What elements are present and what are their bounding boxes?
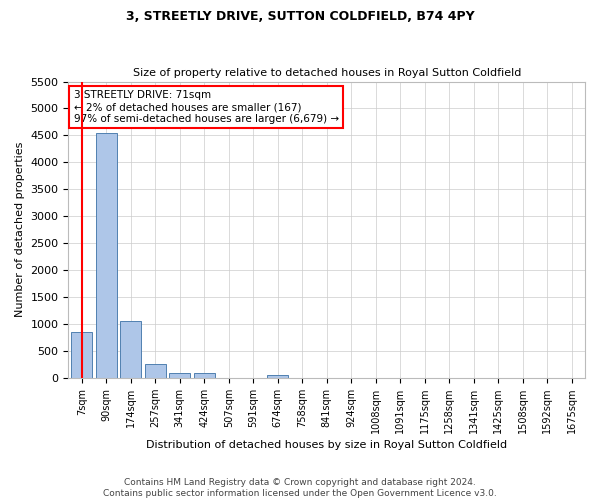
Bar bbox=[71, 332, 92, 378]
Y-axis label: Number of detached properties: Number of detached properties bbox=[15, 142, 25, 318]
Text: 3, STREETLY DRIVE, SUTTON COLDFIELD, B74 4PY: 3, STREETLY DRIVE, SUTTON COLDFIELD, B74… bbox=[125, 10, 475, 23]
Bar bbox=[194, 373, 215, 378]
Bar bbox=[145, 364, 166, 378]
Bar bbox=[96, 132, 117, 378]
Bar bbox=[169, 372, 190, 378]
Title: Size of property relative to detached houses in Royal Sutton Coldfield: Size of property relative to detached ho… bbox=[133, 68, 521, 78]
Bar bbox=[121, 320, 141, 378]
X-axis label: Distribution of detached houses by size in Royal Sutton Coldfield: Distribution of detached houses by size … bbox=[146, 440, 507, 450]
Text: Contains HM Land Registry data © Crown copyright and database right 2024.
Contai: Contains HM Land Registry data © Crown c… bbox=[103, 478, 497, 498]
Text: 3 STREETLY DRIVE: 71sqm
← 2% of detached houses are smaller (167)
97% of semi-de: 3 STREETLY DRIVE: 71sqm ← 2% of detached… bbox=[74, 90, 338, 124]
Bar bbox=[268, 374, 288, 378]
